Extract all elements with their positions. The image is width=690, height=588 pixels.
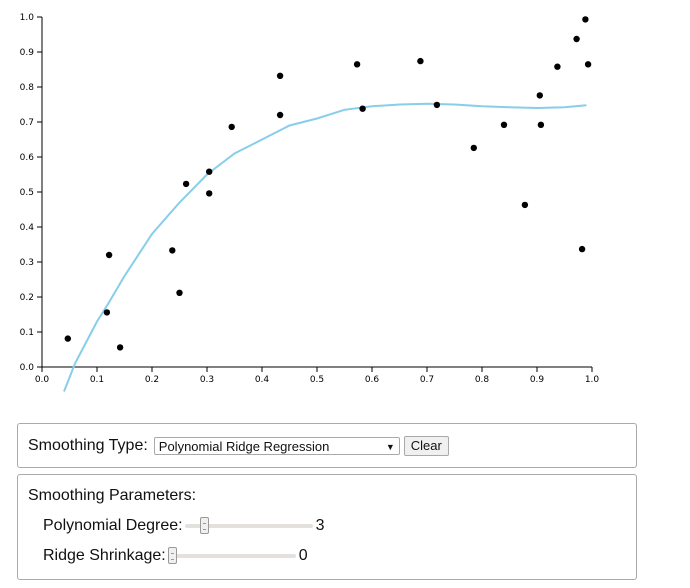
degree-slider[interactable] [184, 516, 313, 536]
shrinkage-slider-track [167, 554, 296, 558]
shrinkage-value: 0 [298, 547, 308, 564]
data-point [470, 144, 477, 152]
data-point [537, 121, 545, 128]
x-tick-label: 0.0 [35, 375, 50, 385]
shrinkage-slider[interactable] [167, 546, 296, 566]
data-point [359, 105, 366, 112]
shrinkage-slider-thumb[interactable] [167, 547, 177, 564]
data-point [521, 201, 529, 209]
degree-slider-track [184, 524, 313, 528]
data-point [276, 111, 284, 119]
data-point [206, 190, 213, 197]
x-tick-label: 0.9 [530, 375, 545, 385]
data-point [206, 168, 213, 175]
y-tick-label: 0.1 [20, 328, 34, 338]
smoothing-type-value: Polynomial Ridge Regression [158, 439, 330, 454]
data-point [353, 61, 361, 68]
data-point [554, 63, 561, 70]
x-tick-label: 0.5 [310, 375, 324, 385]
scatter-plot[interactable]: 0.0 0.1 0.2 0.3 0.4 0.5 0.6 0.7 0.8 0.9 1.0 0.0 0.1 0… [0, 0, 690, 405]
data-point [103, 309, 111, 316]
degree-slider-thumb[interactable] [199, 517, 209, 534]
smoothing-type-select[interactable]: Polynomial Ridge Regression ▼ [153, 437, 400, 455]
y-tick-label: 0.8 [20, 83, 35, 93]
y-tick-label: 1.0 [20, 13, 35, 23]
x-tick-label: 1.0 [585, 375, 600, 385]
y-tick-label: 0.5 [20, 188, 34, 198]
clear-button[interactable]: Clear [403, 436, 449, 456]
x-tick-label: 0.3 [200, 375, 214, 385]
x-tick-label: 0.2 [145, 375, 159, 385]
data-point [582, 16, 589, 23]
y-tick-label: 0.6 [20, 153, 35, 163]
y-tick-label: 0.0 [20, 363, 35, 373]
y-tick-label: 0.7 [20, 118, 34, 128]
data-point [500, 121, 508, 128]
degree-label: Polynomial Degree: [43, 517, 183, 534]
data-point [116, 344, 124, 351]
smoothing-type-panel: Smoothing Type: Polynomial Ridge Regress… [17, 423, 637, 468]
x-tick-label: 0.6 [365, 375, 380, 385]
degree-value: 3 [315, 517, 325, 534]
smoothing-type-label: Smoothing Type: [28, 437, 148, 454]
data-point [584, 61, 592, 68]
x-tick-label: 0.8 [475, 375, 490, 385]
data-point [578, 245, 586, 253]
smoothed-curve [63, 102, 587, 392]
data-point [105, 251, 113, 259]
dropdown-arrow-icon: ▼ [385, 442, 395, 452]
data-point [433, 101, 441, 109]
data-point [169, 247, 176, 254]
y-tick-label: 0.9 [20, 48, 35, 58]
shrinkage-label: Ridge Shrinkage: [43, 547, 166, 564]
data-point [228, 123, 235, 131]
data-point [276, 72, 284, 80]
data-point [573, 35, 580, 43]
data-point [182, 180, 190, 188]
smoothing-parameters-panel: Smoothing Parameters: Polynomial Degree:… [17, 474, 637, 580]
x-tick-label: 0.4 [255, 375, 270, 385]
data-point [64, 335, 72, 342]
x-tick-label: 0.7 [420, 375, 434, 385]
data-point [536, 92, 543, 99]
data-point [417, 57, 424, 65]
y-tick-label: 0.2 [20, 293, 34, 303]
data-point [176, 289, 183, 296]
y-tick-label: 0.3 [20, 258, 34, 268]
params-title: Smoothing Parameters: [28, 487, 197, 504]
y-tick-label: 0.4 [20, 223, 35, 233]
x-tick-label: 0.1 [90, 375, 104, 385]
